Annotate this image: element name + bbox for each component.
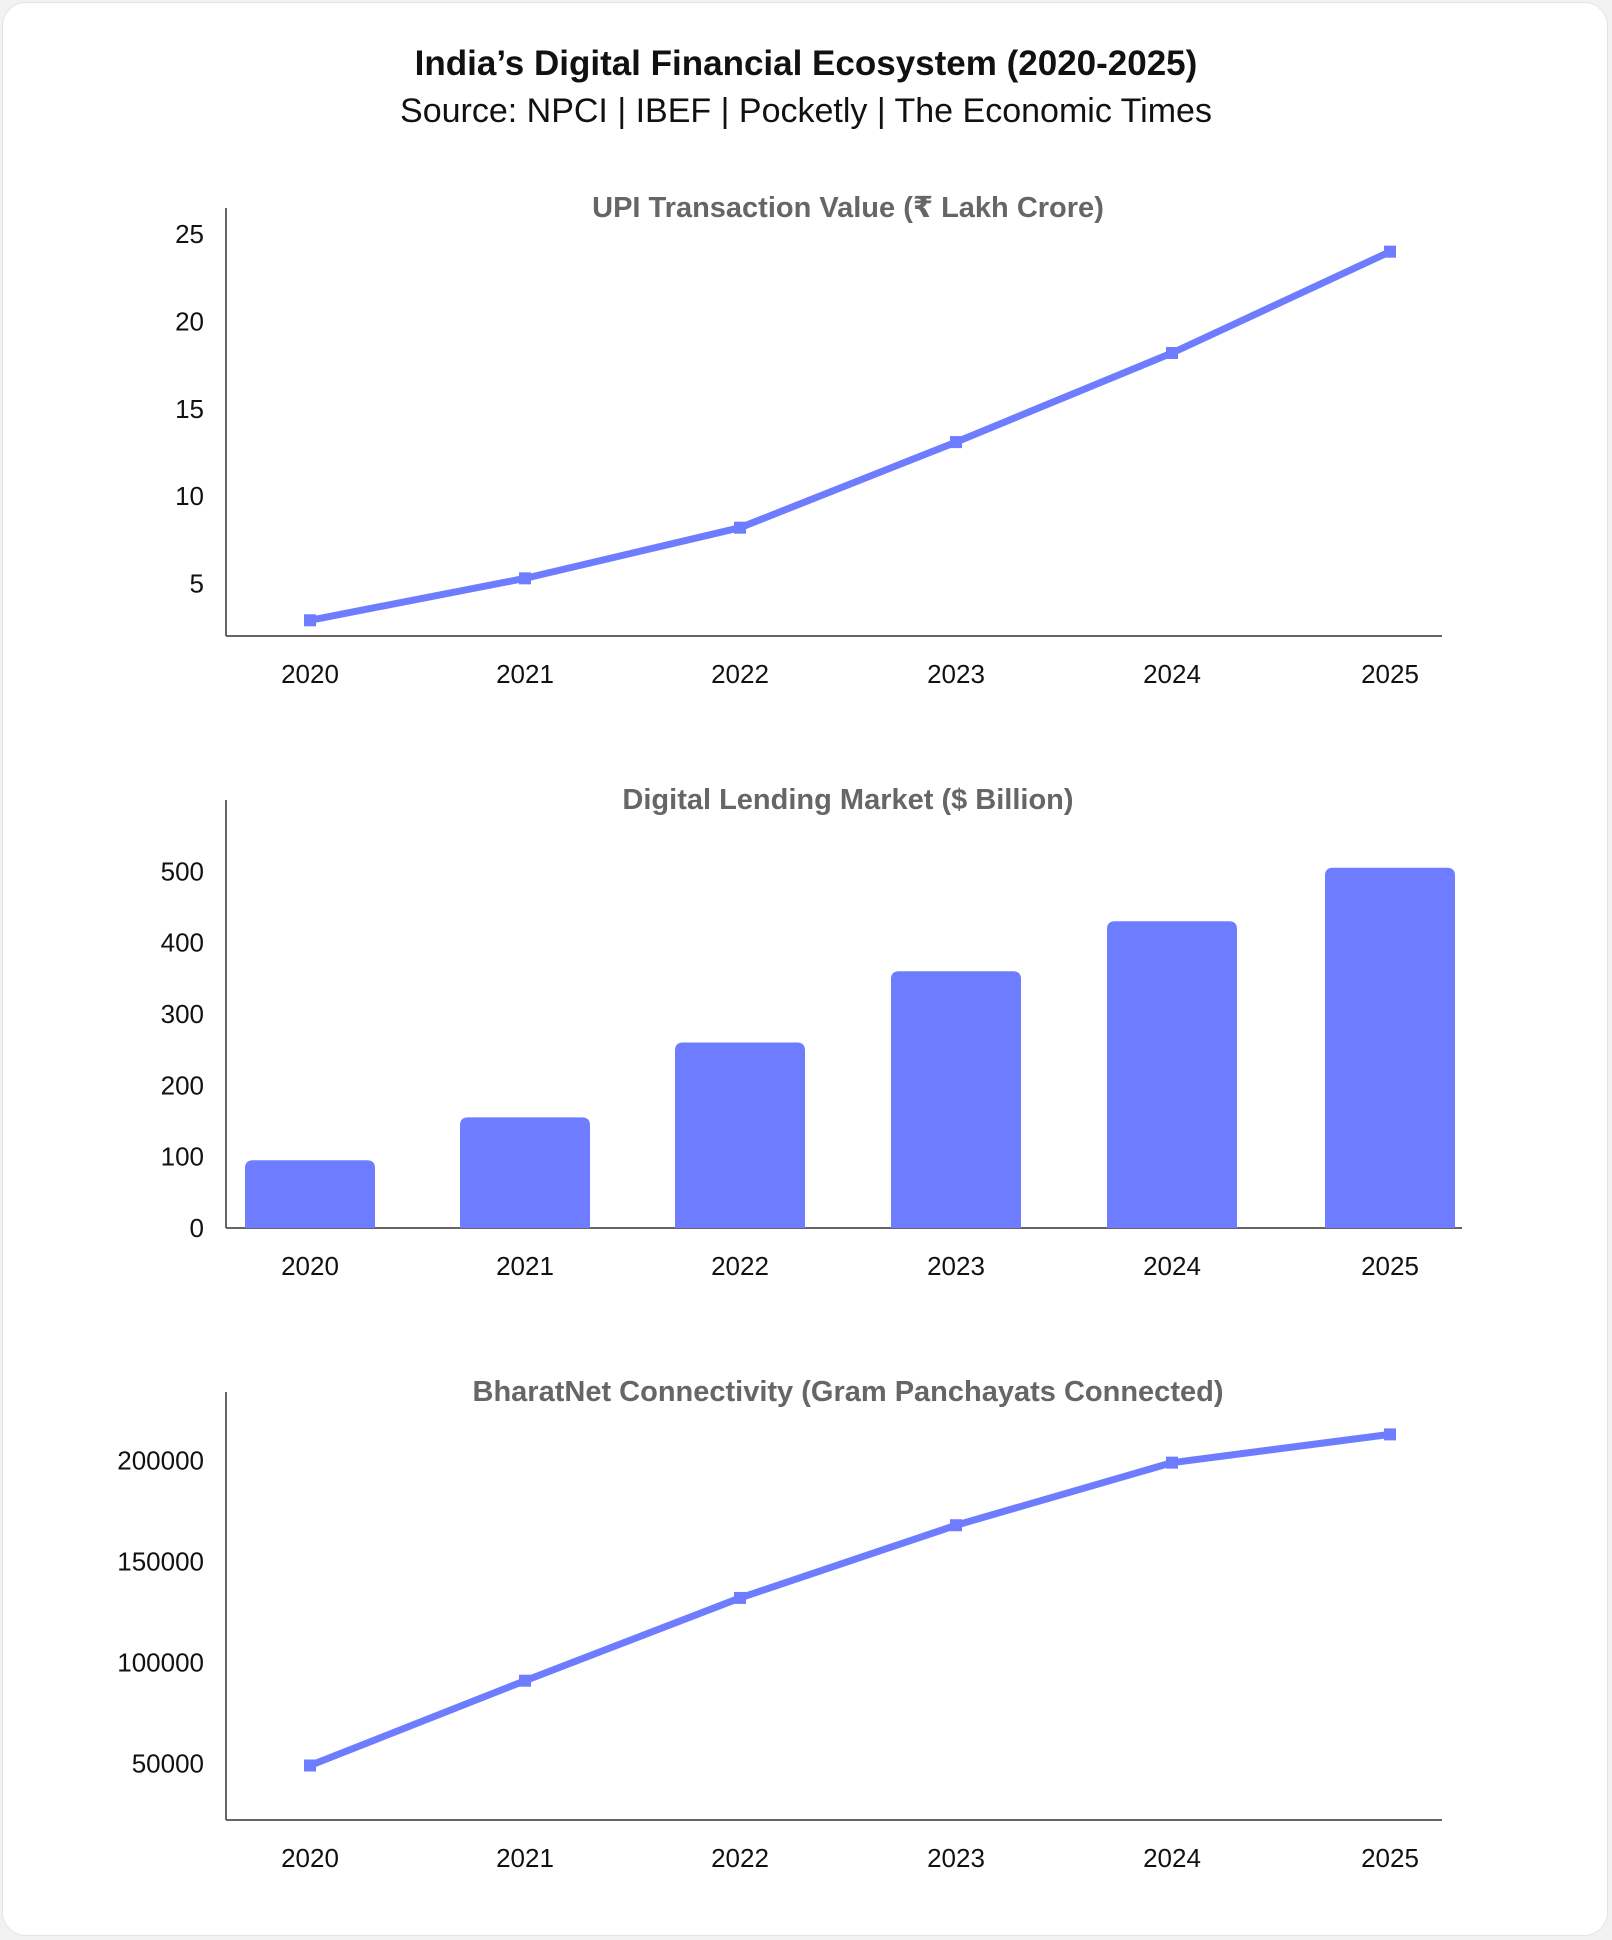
y-tick-label: 300: [161, 999, 204, 1029]
data-point-2022: [734, 521, 746, 534]
y-tick-label: 5: [190, 569, 204, 599]
x-tick-label: 2024: [1143, 1251, 1201, 1281]
x-tick-label: 2022: [711, 1843, 769, 1873]
chart-title: UPI Transaction Value (₹ Lakh Crore): [592, 192, 1104, 224]
data-point-2025: [1384, 1428, 1396, 1441]
y-tick-label: 400: [161, 928, 204, 958]
y-tick-label: 25: [175, 219, 204, 249]
x-tick-label: 2020: [281, 1251, 339, 1281]
x-tick-label: 2025: [1361, 1843, 1419, 1873]
data-point-2020: [304, 614, 316, 627]
data-point-2023: [950, 436, 962, 449]
x-tick-label: 2022: [711, 659, 769, 689]
upi-line-chart: UPI Transaction Value (₹ Lakh Crore) 5 10 1…: [175, 192, 1442, 689]
x-tick-label: 2020: [281, 659, 339, 689]
data-point-2025: [1384, 245, 1396, 258]
y-tick-label: 20: [175, 307, 204, 337]
x-tick-label: 2023: [927, 659, 985, 689]
bar-2024: [1107, 921, 1237, 1228]
data-point-2024: [1166, 1456, 1178, 1469]
y-tick-label: 15: [175, 394, 204, 424]
main-title: India’s Digital Financial Ecosystem (202…: [414, 44, 1198, 83]
x-tick-label: 2024: [1143, 1843, 1201, 1873]
data-point-2024: [1166, 346, 1178, 359]
data-point-2020: [304, 1759, 316, 1772]
x-tick-label: 2023: [927, 1843, 985, 1873]
x-tick-label: 2021: [496, 1843, 554, 1873]
x-tick-label: 2021: [496, 1251, 554, 1281]
bar-2022: [675, 1042, 805, 1228]
y-tick-label: 10: [175, 481, 204, 511]
x-tick-label: 2025: [1361, 659, 1419, 689]
y-tick-label: 100000: [117, 1648, 204, 1678]
y-tick-label: 150000: [117, 1547, 204, 1577]
y-tick-label: 0: [190, 1213, 204, 1243]
chart-title: BharatNet Connectivity (Gram Panchayats …: [473, 1376, 1224, 1408]
data-point-2023: [950, 1519, 962, 1532]
x-tick-label: 2025: [1361, 1251, 1419, 1281]
main-subtitle: Source: NPCI | IBEF | Pocketly | The Eco…: [400, 92, 1212, 130]
bar-2025: [1325, 867, 1455, 1228]
x-tick-label: 2020: [281, 1843, 339, 1873]
x-tick-label: 2021: [496, 659, 554, 689]
data-point-2021: [519, 1674, 531, 1687]
bharatnet-line-chart: BharatNet Connectivity (Gram Panchayats …: [117, 1376, 1442, 1873]
y-tick-label: 500: [161, 856, 204, 886]
data-point-2022: [734, 1591, 746, 1604]
x-tick-label: 2024: [1143, 659, 1201, 689]
series-line: [306, 1430, 1394, 1769]
y-tick-label: 200000: [117, 1446, 204, 1476]
lending-bar-chart: Digital Lending Market ($ Billion) 0 100 20…: [161, 784, 1462, 1281]
x-tick-label: 2023: [927, 1251, 985, 1281]
y-tick-label: 200: [161, 1070, 204, 1100]
y-tick-label: 50000: [132, 1748, 204, 1778]
series-line: [306, 248, 1394, 624]
x-tick-label: 2022: [711, 1251, 769, 1281]
y-tick-label: 100: [161, 1142, 204, 1172]
bar-2021: [460, 1117, 590, 1228]
bar-2023: [891, 971, 1021, 1228]
data-point-2021: [519, 572, 531, 585]
chart-title: Digital Lending Market ($ Billion): [622, 784, 1073, 816]
bar-2020: [245, 1160, 375, 1228]
